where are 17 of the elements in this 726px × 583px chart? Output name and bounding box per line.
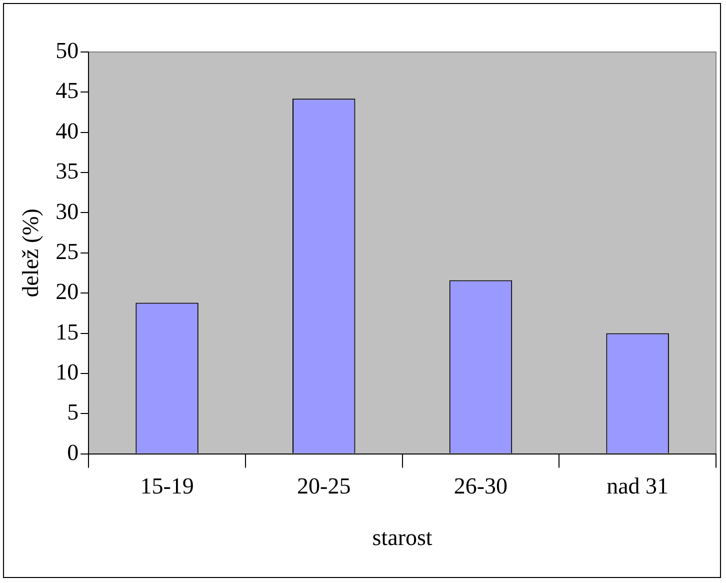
- x-tick-label: 26-30: [454, 474, 508, 499]
- y-tick-label: 50: [56, 38, 79, 64]
- y-tick-label: 45: [56, 78, 79, 104]
- y-tick-label: 20: [56, 279, 79, 304]
- y-tick-label: 10: [56, 359, 79, 384]
- y-tick-label: 5: [67, 400, 79, 425]
- y-tick-label: 15: [56, 319, 79, 344]
- y-axis-title: delež (%): [18, 208, 43, 298]
- y-tick-label: 25: [56, 238, 79, 264]
- y-tick-label: 35: [56, 158, 79, 184]
- x-axis-title: starost: [372, 525, 433, 550]
- x-tick-label: nad 31: [606, 474, 669, 499]
- y-tick-label: 40: [56, 118, 79, 144]
- y-tick-label: 0: [67, 440, 79, 465]
- y-tick-label: 30: [56, 198, 79, 224]
- x-tick-label: 15-19: [140, 474, 194, 499]
- x-tick-label: 20-25: [297, 474, 351, 499]
